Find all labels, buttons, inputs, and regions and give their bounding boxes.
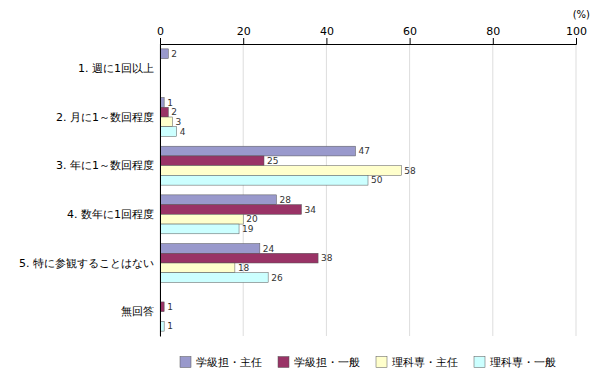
data-label: 3 <box>175 117 181 127</box>
y-tick-label: 無回答 <box>121 305 154 318</box>
bar <box>160 263 235 273</box>
bar <box>160 273 268 283</box>
data-label: 38 <box>321 253 333 263</box>
y-tick: 無回答 <box>121 305 160 318</box>
bar <box>160 156 264 166</box>
bar <box>160 117 172 127</box>
y-tick: 2. 月に1～数回程度 <box>56 111 160 124</box>
data-label: 26 <box>271 273 283 283</box>
data-label: 19 <box>242 224 254 234</box>
y-tick-label: 3. 年に1～数回程度 <box>56 159 154 172</box>
legend-label: 学級担・主任 <box>196 356 262 369</box>
grid-line <box>326 44 327 336</box>
y-tick-label: 4. 数年に1回程度 <box>67 208 154 221</box>
x-tick-mark <box>576 38 577 44</box>
data-label: 2 <box>171 107 177 117</box>
y-axis: 1. 週に1回以上 2. 月に1～数回程度 3. 年に1～数回程度 4. 数年に1回程… <box>19 45 161 337</box>
grid-line <box>409 44 410 336</box>
y-tick-label: 2. 月に1～数回程度 <box>56 111 154 124</box>
data-label: 1 <box>167 98 173 108</box>
bars <box>160 49 401 331</box>
x-tick-mark <box>410 38 411 44</box>
y-tick-label: 1. 週に1回以上 <box>78 62 154 75</box>
legend-swatch <box>180 357 191 368</box>
x-tick-mark <box>326 38 327 44</box>
bar <box>160 127 177 137</box>
x-tick-mark <box>243 38 244 44</box>
legend-swatch <box>474 357 485 368</box>
x-tick: 60 <box>403 25 417 44</box>
data-label: 25 <box>267 156 278 166</box>
data-label: 20 <box>246 214 258 224</box>
y-tick: 3. 年に1～数回程度 <box>56 159 160 172</box>
bar <box>160 224 239 234</box>
data-label: 1 <box>167 321 173 331</box>
x-tick: 20 <box>237 25 251 44</box>
y-axis-line <box>160 45 161 337</box>
legend: 学級担・主任 学級担・一般 理科専・主任 理科専・一般 <box>180 356 556 369</box>
data-label: 58 <box>404 166 416 176</box>
x-tick-label: 0 <box>157 25 164 38</box>
plot: 2147282422534381358201845019261020406080… <box>19 25 587 337</box>
data-label: 24 <box>263 244 275 254</box>
data-label: 47 <box>359 146 370 156</box>
data-label: 50 <box>371 175 383 185</box>
y-tick: 5. 特に参観することはない <box>19 257 160 270</box>
bar <box>160 214 243 224</box>
x-tick-label: 100 <box>566 25 587 38</box>
grid-line <box>160 44 161 336</box>
data-label: 2 <box>171 49 177 59</box>
x-axis-label: (%) <box>573 9 590 20</box>
x-tick: 0 <box>157 25 164 44</box>
data-label: 28 <box>279 195 291 205</box>
grid-line <box>576 44 577 336</box>
bar <box>160 195 276 205</box>
chart: 2147282422534381358201845019261020406080… <box>0 0 600 380</box>
x-axis: 0 20 40 60 80 100 <box>157 25 587 45</box>
x-tick-mark <box>493 38 494 44</box>
y-tick-label: 5. 特に参観することはない <box>19 257 154 270</box>
grid <box>160 44 576 336</box>
bar <box>160 244 260 254</box>
legend-item: 理科専・一般 <box>474 356 556 369</box>
y-tick: 1. 週に1回以上 <box>78 62 160 75</box>
data-label: 1 <box>167 302 173 312</box>
bar <box>160 166 401 176</box>
bar <box>160 107 168 117</box>
grid-line <box>492 44 493 336</box>
bar <box>160 253 318 263</box>
bar <box>160 175 368 185</box>
x-axis-line <box>161 38 577 45</box>
legend-label: 理科専・一般 <box>490 356 556 369</box>
bar <box>160 49 168 59</box>
data-labels: 2147282422534381358201845019261 <box>167 49 416 332</box>
grid-line <box>243 44 244 336</box>
x-tick-mark <box>160 38 161 44</box>
legend-swatch <box>278 357 289 368</box>
legend-swatch <box>376 357 387 368</box>
legend-label: 理科専・主任 <box>392 356 458 369</box>
x-tick: 100 <box>566 25 587 44</box>
legend-item: 理科専・主任 <box>376 356 458 369</box>
data-label: 34 <box>304 205 316 215</box>
x-tick-label: 20 <box>237 25 251 38</box>
legend-item: 学級担・一般 <box>278 356 360 369</box>
x-tick-label: 60 <box>403 25 417 38</box>
data-label: 18 <box>238 263 250 273</box>
legend-label: 学級担・一般 <box>294 356 360 369</box>
bar <box>160 146 356 156</box>
x-tick: 40 <box>320 25 334 44</box>
x-tick-label: 40 <box>320 25 334 38</box>
legend-item: 学級担・主任 <box>180 356 262 369</box>
x-tick: 80 <box>486 25 500 44</box>
x-tick-label: 80 <box>486 25 500 38</box>
bar <box>160 205 301 215</box>
data-label: 4 <box>180 127 186 137</box>
y-tick: 4. 数年に1回程度 <box>67 208 160 221</box>
